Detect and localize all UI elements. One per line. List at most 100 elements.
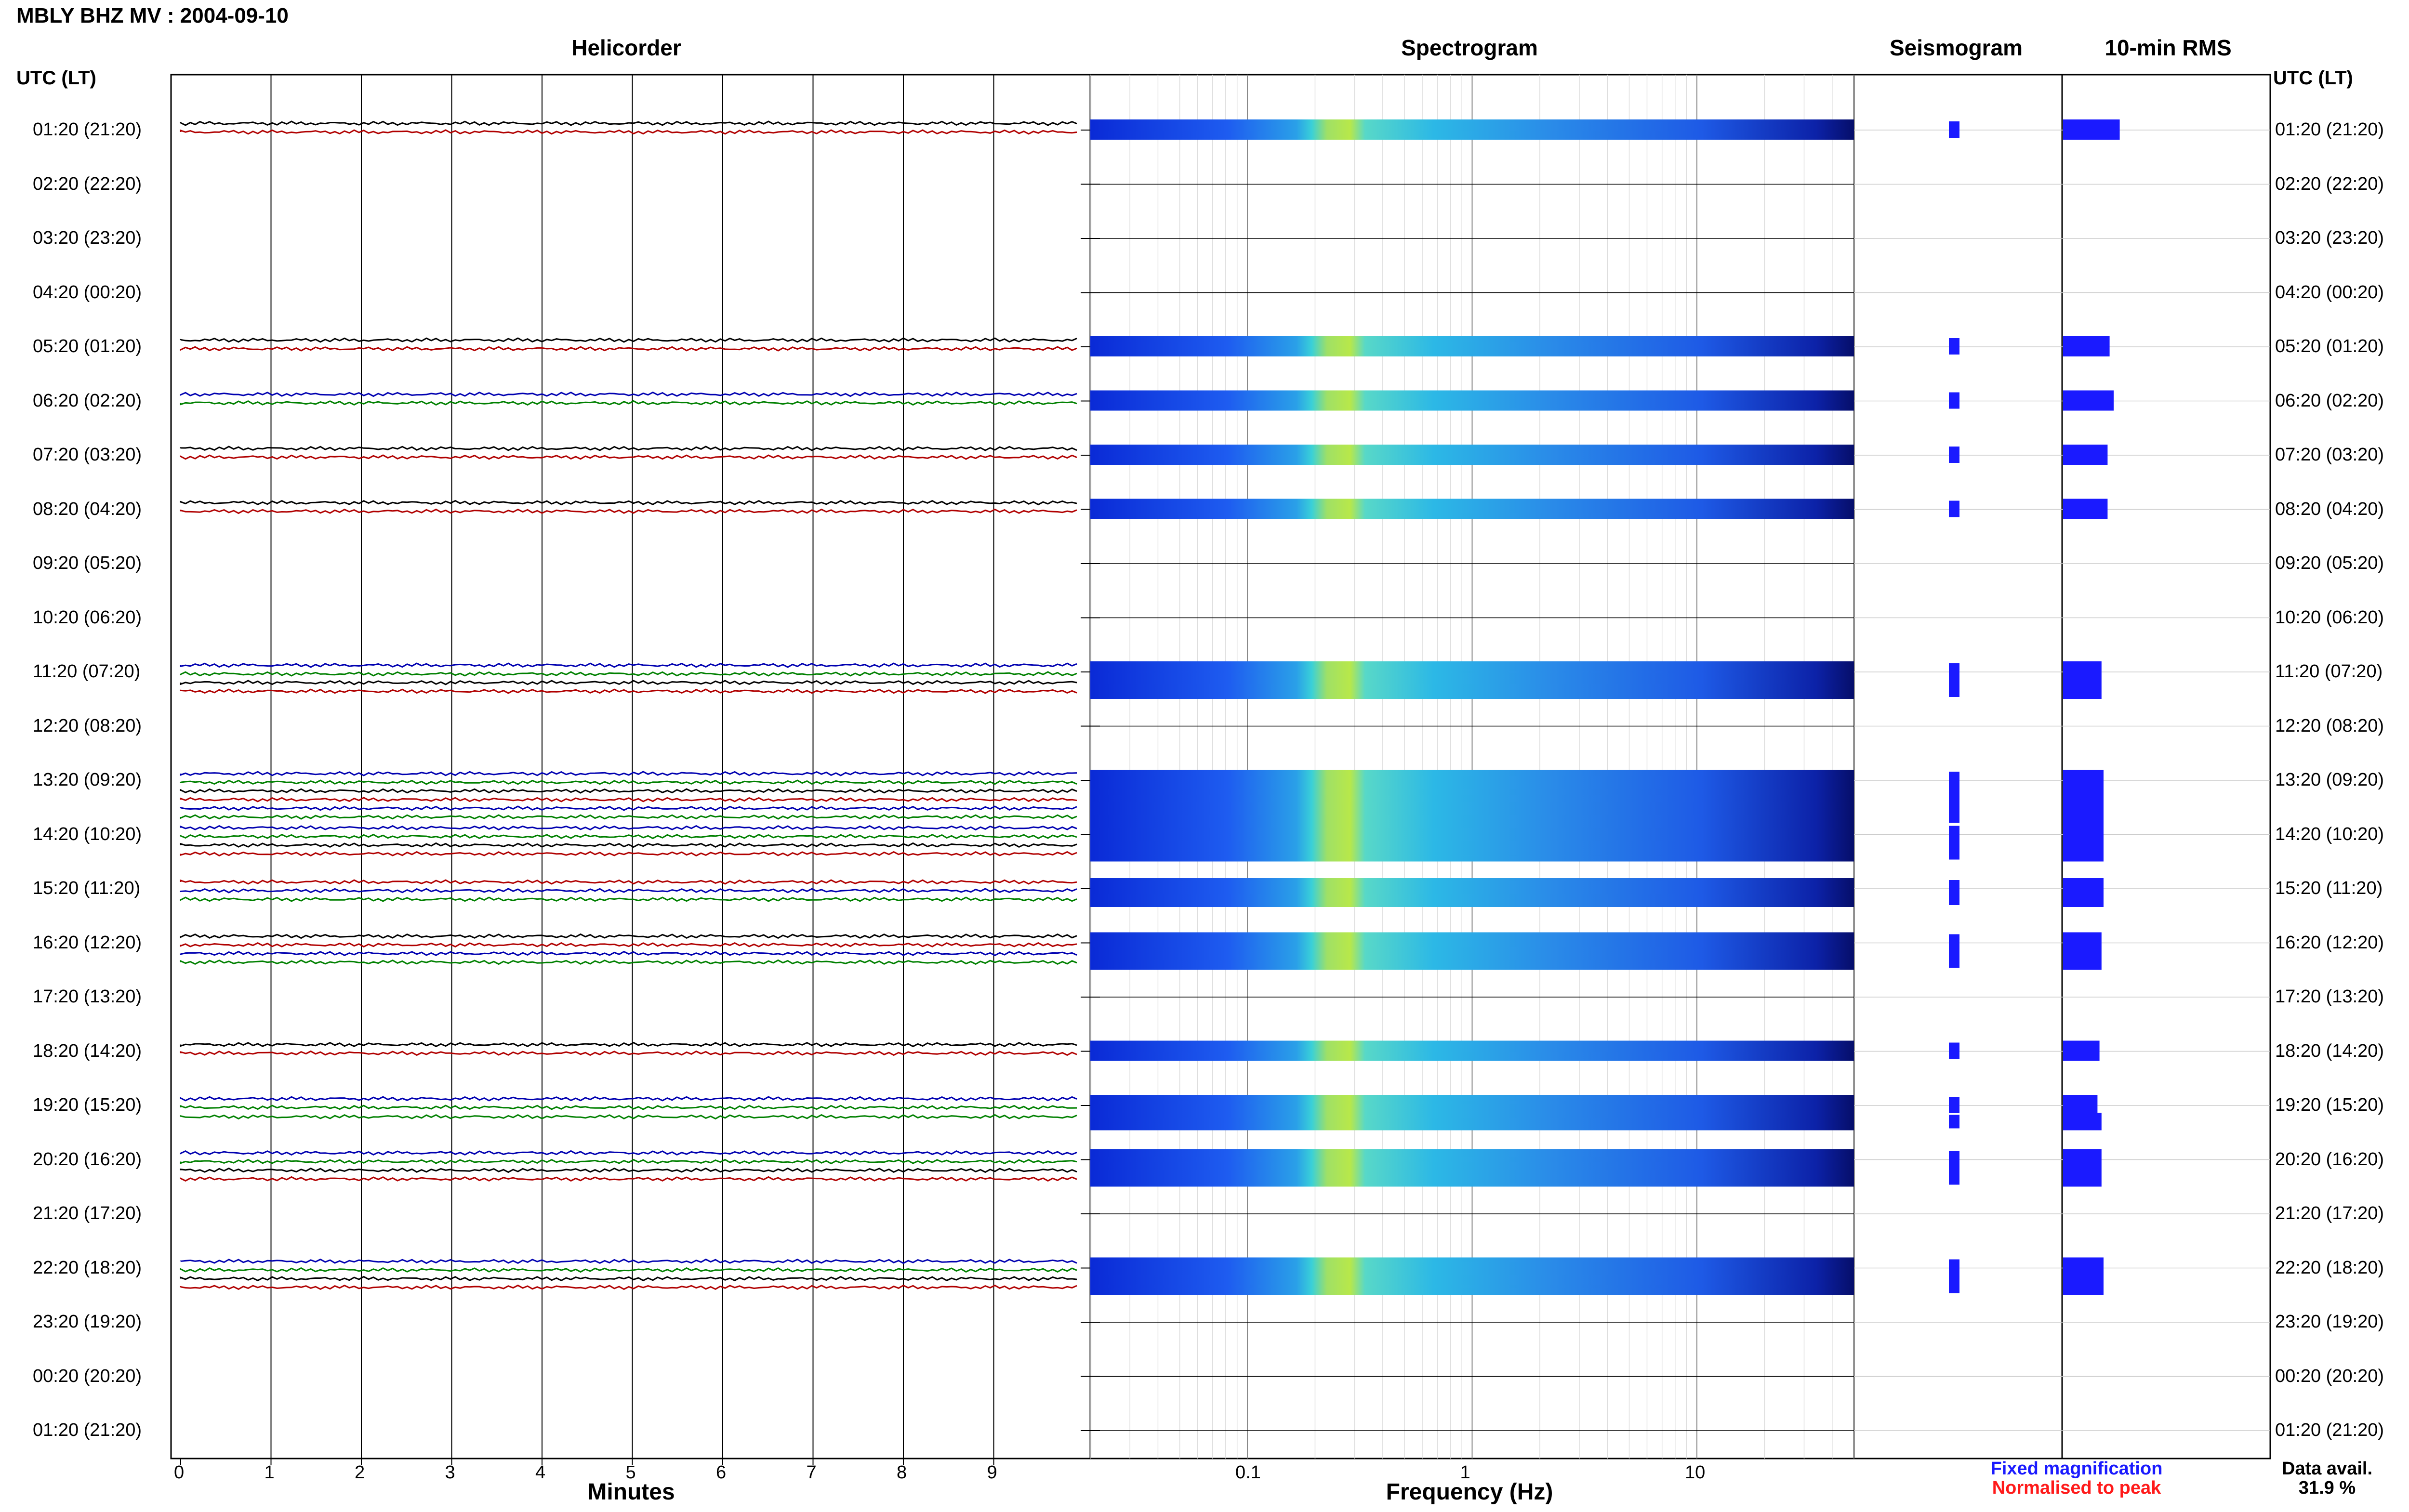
time-label-right: 13:20 (09:20) [2275, 770, 2384, 790]
helicorder-tick-label: 5 [625, 1462, 636, 1483]
helicorder-trace [180, 1275, 1077, 1282]
rms-bar [2063, 1257, 2104, 1295]
time-label-left: 23:20 (19:20) [33, 1312, 142, 1332]
helicorder-tick-label: 1 [264, 1462, 275, 1483]
helicorder-trace [180, 788, 1077, 794]
rms-bar [2063, 824, 2104, 862]
time-label-right: 16:20 (12:20) [2275, 932, 2384, 953]
helicorder-trace [180, 688, 1077, 694]
spectrogram-band [1090, 661, 1854, 699]
spectrogram-band [1090, 499, 1854, 519]
time-label-right: 22:20 (18:20) [2275, 1257, 2384, 1278]
rms-bar [2063, 1095, 2098, 1115]
helicorder-tick-label: 8 [897, 1462, 907, 1483]
helicorder-trace [180, 797, 1077, 802]
seismogram-trace [1949, 447, 1959, 463]
rms-bar [2063, 1149, 2102, 1187]
helicorder-trace [180, 446, 1077, 451]
rms-bar [2063, 336, 2110, 356]
helicorder-trace [180, 814, 1077, 820]
rms-bar [2063, 932, 2102, 970]
spectrogram-band [1090, 932, 1854, 970]
helicorder-trace [180, 662, 1077, 668]
helicorder-trace [180, 1096, 1077, 1102]
spectrogram-band [1090, 1113, 1854, 1131]
rms-panel [2061, 74, 2271, 1459]
seismogram-trace [1949, 338, 1959, 355]
spectrogram-x-label: Frequency (Hz) [1386, 1479, 1553, 1505]
time-label-left: 14:20 (10:20) [33, 824, 142, 844]
time-label-left: 03:20 (23:20) [33, 228, 142, 248]
time-label-right: 01:20 (21:20) [2275, 119, 2384, 140]
helicorder-trace [180, 337, 1077, 343]
time-label-right: 18:20 (14:20) [2275, 1040, 2384, 1061]
seismogram-trace [1949, 772, 1959, 823]
seismogram-trace [1949, 826, 1959, 860]
helicorder-trace [180, 508, 1077, 514]
helicorder-trace [180, 120, 1077, 126]
seismogram-trace [1949, 663, 1959, 697]
time-label-left: 08:20 (04:20) [33, 499, 142, 519]
utc-axis-title-right: UTC (LT) [2273, 67, 2353, 89]
helicorder-trace [180, 851, 1077, 857]
time-label-left: 01:20 (21:20) [33, 119, 142, 140]
time-label-left: 07:20 (03:20) [33, 445, 142, 465]
spectrogram-band [1090, 1149, 1854, 1187]
time-label-left: 09:20 (05:20) [33, 553, 142, 573]
helicorder-trace [180, 400, 1077, 406]
helicorder-tick-label: 9 [987, 1462, 997, 1483]
page-title: MBLY BHZ MV : 2004-09-10 [16, 4, 289, 27]
seismogram-trace [1949, 121, 1959, 138]
helicorder-panel [170, 74, 1091, 1459]
time-label-right: 01:20 (21:20) [2275, 1420, 2384, 1440]
seismogram-trace [1949, 934, 1959, 968]
helicorder-trace [180, 1104, 1077, 1110]
time-label-right: 21:20 (17:20) [2275, 1203, 2384, 1223]
time-label-right: 03:20 (23:20) [2275, 228, 2384, 248]
time-label-left: 11:20 (07:20) [33, 661, 141, 682]
helicorder-trace [180, 1267, 1077, 1273]
helicorder-trace [180, 1176, 1077, 1182]
helicorder-trace [180, 346, 1077, 352]
rms-bar [2063, 878, 2104, 907]
utc-axis-title-left: UTC (LT) [16, 67, 96, 89]
seismogram-trace [1949, 1097, 1959, 1113]
time-label-left: 19:20 (15:20) [33, 1095, 142, 1115]
spectrogram-band [1090, 445, 1854, 465]
helicorder-trace [180, 959, 1077, 965]
data-availability-value: 31.9 % [2298, 1478, 2356, 1498]
time-label-right: 10:20 (06:20) [2275, 607, 2384, 628]
time-label-right: 02:20 (22:20) [2275, 173, 2384, 194]
time-label-left: 17:20 (13:20) [33, 986, 142, 1007]
spectrogram-band [1090, 119, 1854, 140]
helicorder-trace [180, 391, 1077, 397]
time-label-left: 13:20 (09:20) [33, 770, 142, 790]
time-label-left: 05:20 (01:20) [33, 336, 142, 356]
time-label-left: 21:20 (17:20) [33, 1203, 142, 1223]
rms-bar [2063, 119, 2120, 140]
time-label-right: 12:20 (08:20) [2275, 715, 2384, 736]
rms-bar [2063, 770, 2104, 825]
time-label-left: 12:20 (08:20) [33, 715, 142, 736]
spectrogram-band [1090, 390, 1854, 411]
helicorder-trace [180, 1114, 1077, 1120]
rms-bar [2063, 1040, 2100, 1061]
seismogram-trace [1949, 1042, 1959, 1059]
helicorder-trace [180, 896, 1077, 902]
time-label-right: 20:20 (16:20) [2275, 1149, 2384, 1170]
time-label-right: 19:20 (15:20) [2275, 1095, 2384, 1115]
rms-bar [2063, 1113, 2102, 1131]
helicorder-trace [180, 805, 1077, 811]
helicorder-tick-label: 2 [355, 1462, 365, 1483]
time-label-left: 02:20 (22:20) [33, 173, 142, 194]
time-label-right: 07:20 (03:20) [2275, 445, 2384, 465]
time-label-right: 11:20 (07:20) [2275, 661, 2383, 682]
helicorder-trace [180, 671, 1077, 677]
spectrogram-band [1090, 1257, 1854, 1295]
helicorder-trace [180, 942, 1077, 948]
helicorder-trace [180, 454, 1077, 460]
time-label-left: 01:20 (21:20) [33, 1420, 142, 1440]
helicorder-trace [180, 500, 1077, 506]
helicorder-trace [180, 1041, 1077, 1048]
